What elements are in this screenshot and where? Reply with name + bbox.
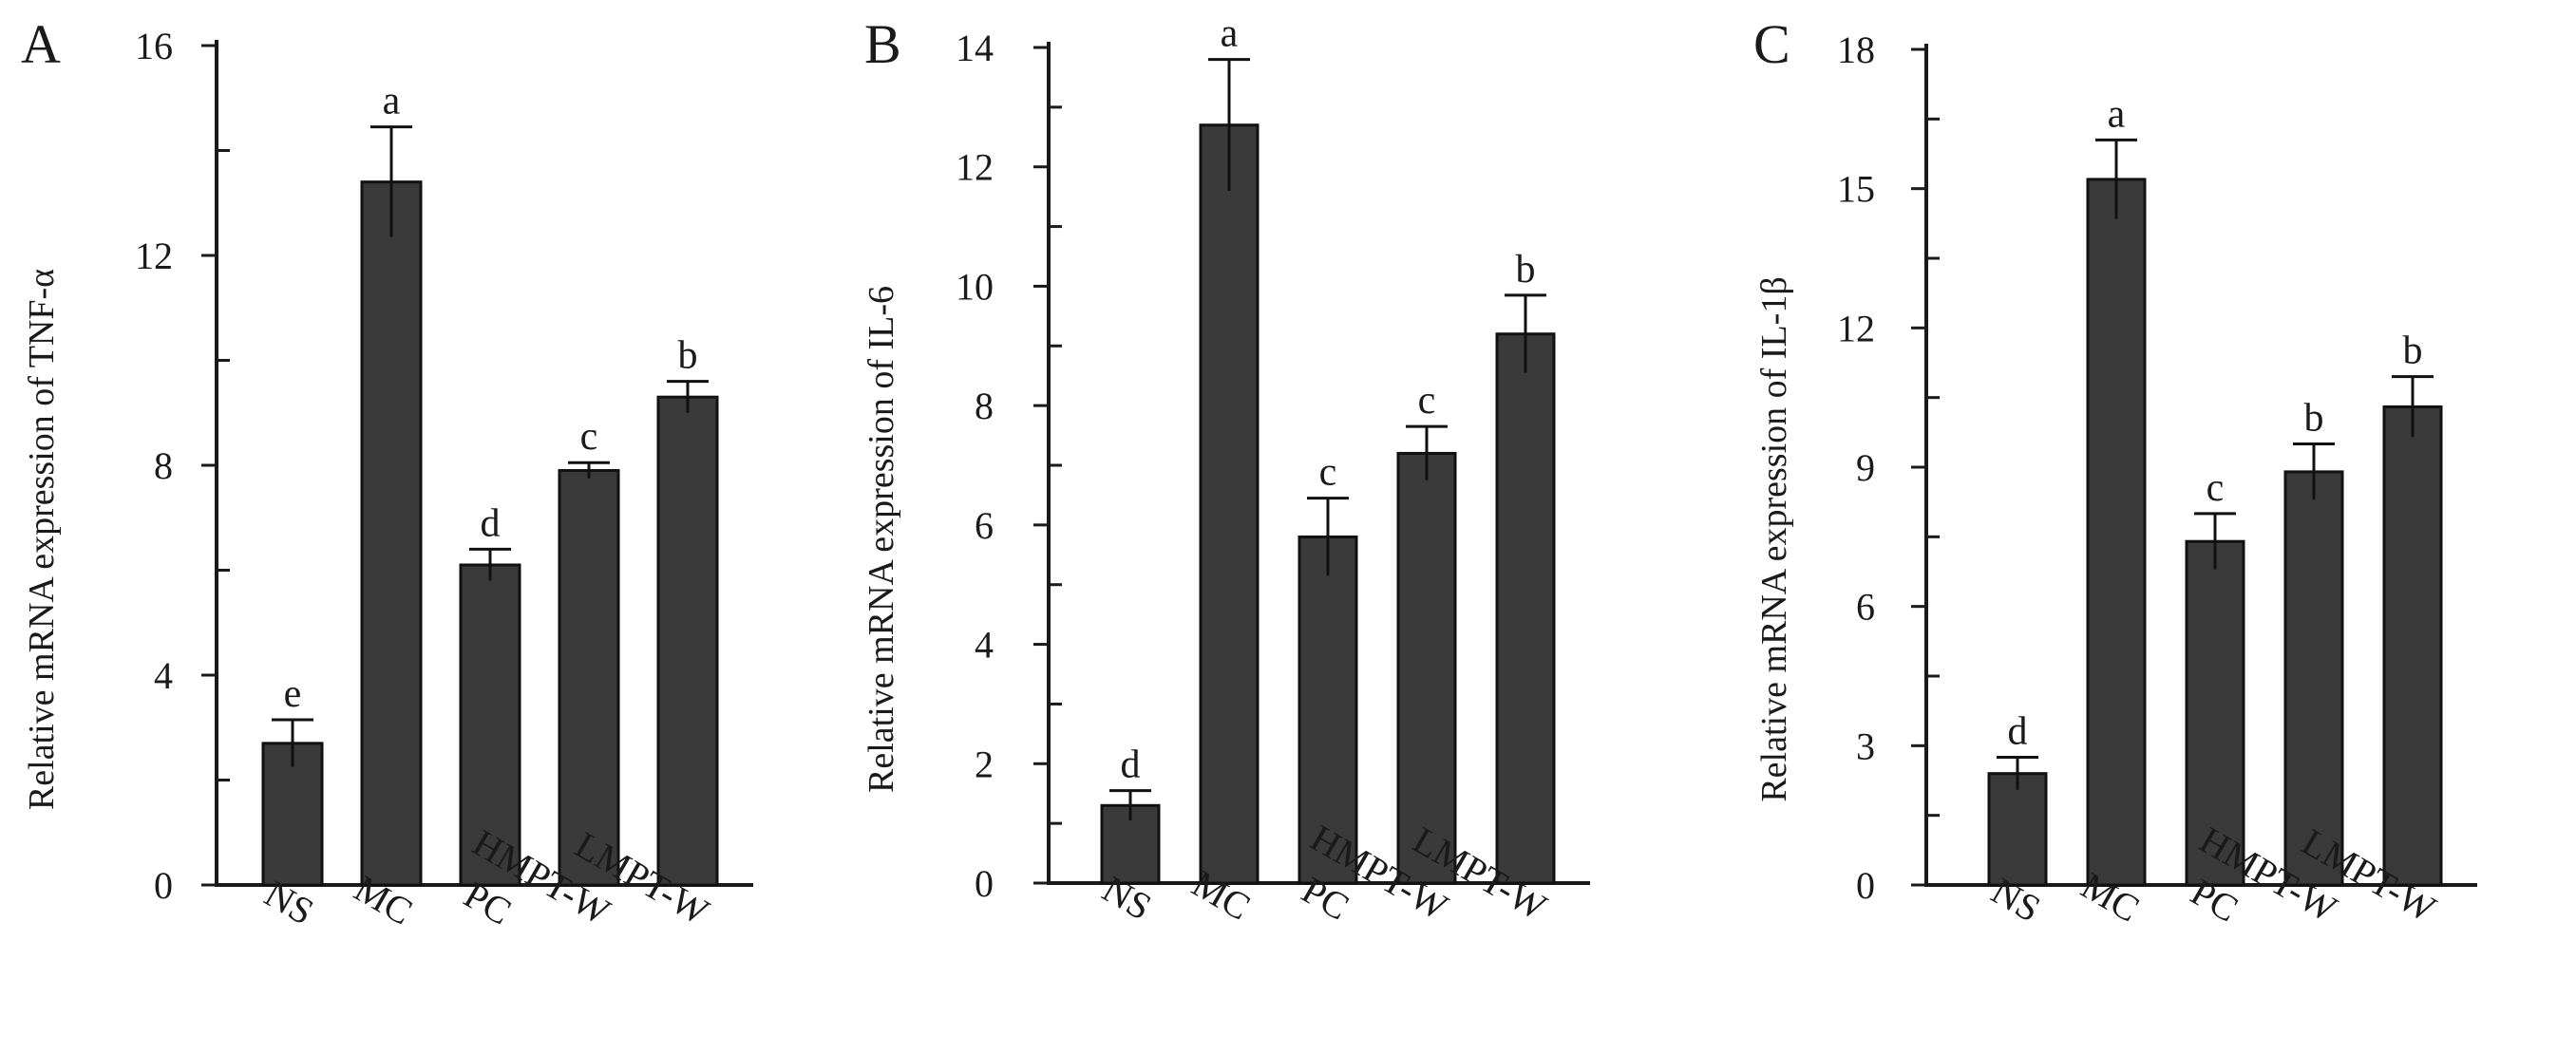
y-axis-label-a: Relative mRNA expression of TNF-α <box>22 269 62 810</box>
y-tick-label: 6 <box>975 504 994 547</box>
bar <box>360 180 423 887</box>
y-tick-label: 8 <box>975 385 994 427</box>
y-tick-label: 18 <box>1837 28 1875 71</box>
y-tick-label: 15 <box>1837 168 1875 211</box>
y-tick-label: 16 <box>135 25 173 67</box>
bar <box>2086 178 2147 887</box>
significance-label: b <box>2304 397 2324 441</box>
panel-letter-a: A <box>21 13 61 75</box>
y-axis-label-b: Relative mRNA expression of IL-6 <box>862 286 901 793</box>
y-tick-label: 2 <box>975 743 994 785</box>
bar <box>2283 470 2344 887</box>
bar <box>1297 535 1358 885</box>
y-tick-label: 0 <box>975 862 994 905</box>
significance-label: c <box>2207 466 2225 510</box>
y-tick-label: 10 <box>956 265 994 308</box>
significance-label: d <box>2008 710 2028 754</box>
bar <box>1199 123 1260 885</box>
y-tick-label: 12 <box>1837 307 1875 349</box>
panel-c: C Relative mRNA expression of IL-1β 0 3 6 9… <box>1753 13 2477 931</box>
y-tick-label: 8 <box>154 444 173 487</box>
significance-label: a <box>383 80 401 123</box>
y-tick-label: 3 <box>1856 725 1875 767</box>
y-tick-label: 12 <box>135 235 173 277</box>
significance-label: c <box>580 415 598 459</box>
significance-label: d <box>1121 743 1141 787</box>
significance-label: b <box>678 334 698 378</box>
y-tick-label: 12 <box>956 146 994 189</box>
panel-letter-c: C <box>1753 13 1790 75</box>
bar <box>459 563 521 887</box>
y-tick-label: 4 <box>975 624 994 667</box>
bar <box>2185 539 2245 887</box>
y-axis-label-c: Relative mRNA expression of IL-1β <box>1754 276 1794 801</box>
significance-label: b <box>2403 329 2423 373</box>
bar <box>656 395 719 887</box>
y-tick-label: 6 <box>1856 586 1875 629</box>
y-tick-label: 0 <box>154 864 173 907</box>
significance-label: a <box>1221 12 1239 56</box>
y-tick-label: 4 <box>154 654 173 697</box>
significance-label: e <box>284 672 302 716</box>
significance-label: a <box>2108 92 2126 136</box>
significance-label: d <box>481 501 501 545</box>
significance-label: c <box>1319 451 1337 495</box>
bar <box>2382 405 2443 887</box>
significance-label: b <box>1516 248 1536 292</box>
y-tick-label: 14 <box>956 27 994 69</box>
y-tick-label: 0 <box>1856 864 1875 907</box>
bar <box>558 469 620 887</box>
bar <box>1987 772 2048 887</box>
significance-label: c <box>1418 379 1436 423</box>
y-tick-label: 9 <box>1856 446 1875 489</box>
panel-letter-b: B <box>864 13 901 75</box>
bar <box>1495 332 1556 885</box>
